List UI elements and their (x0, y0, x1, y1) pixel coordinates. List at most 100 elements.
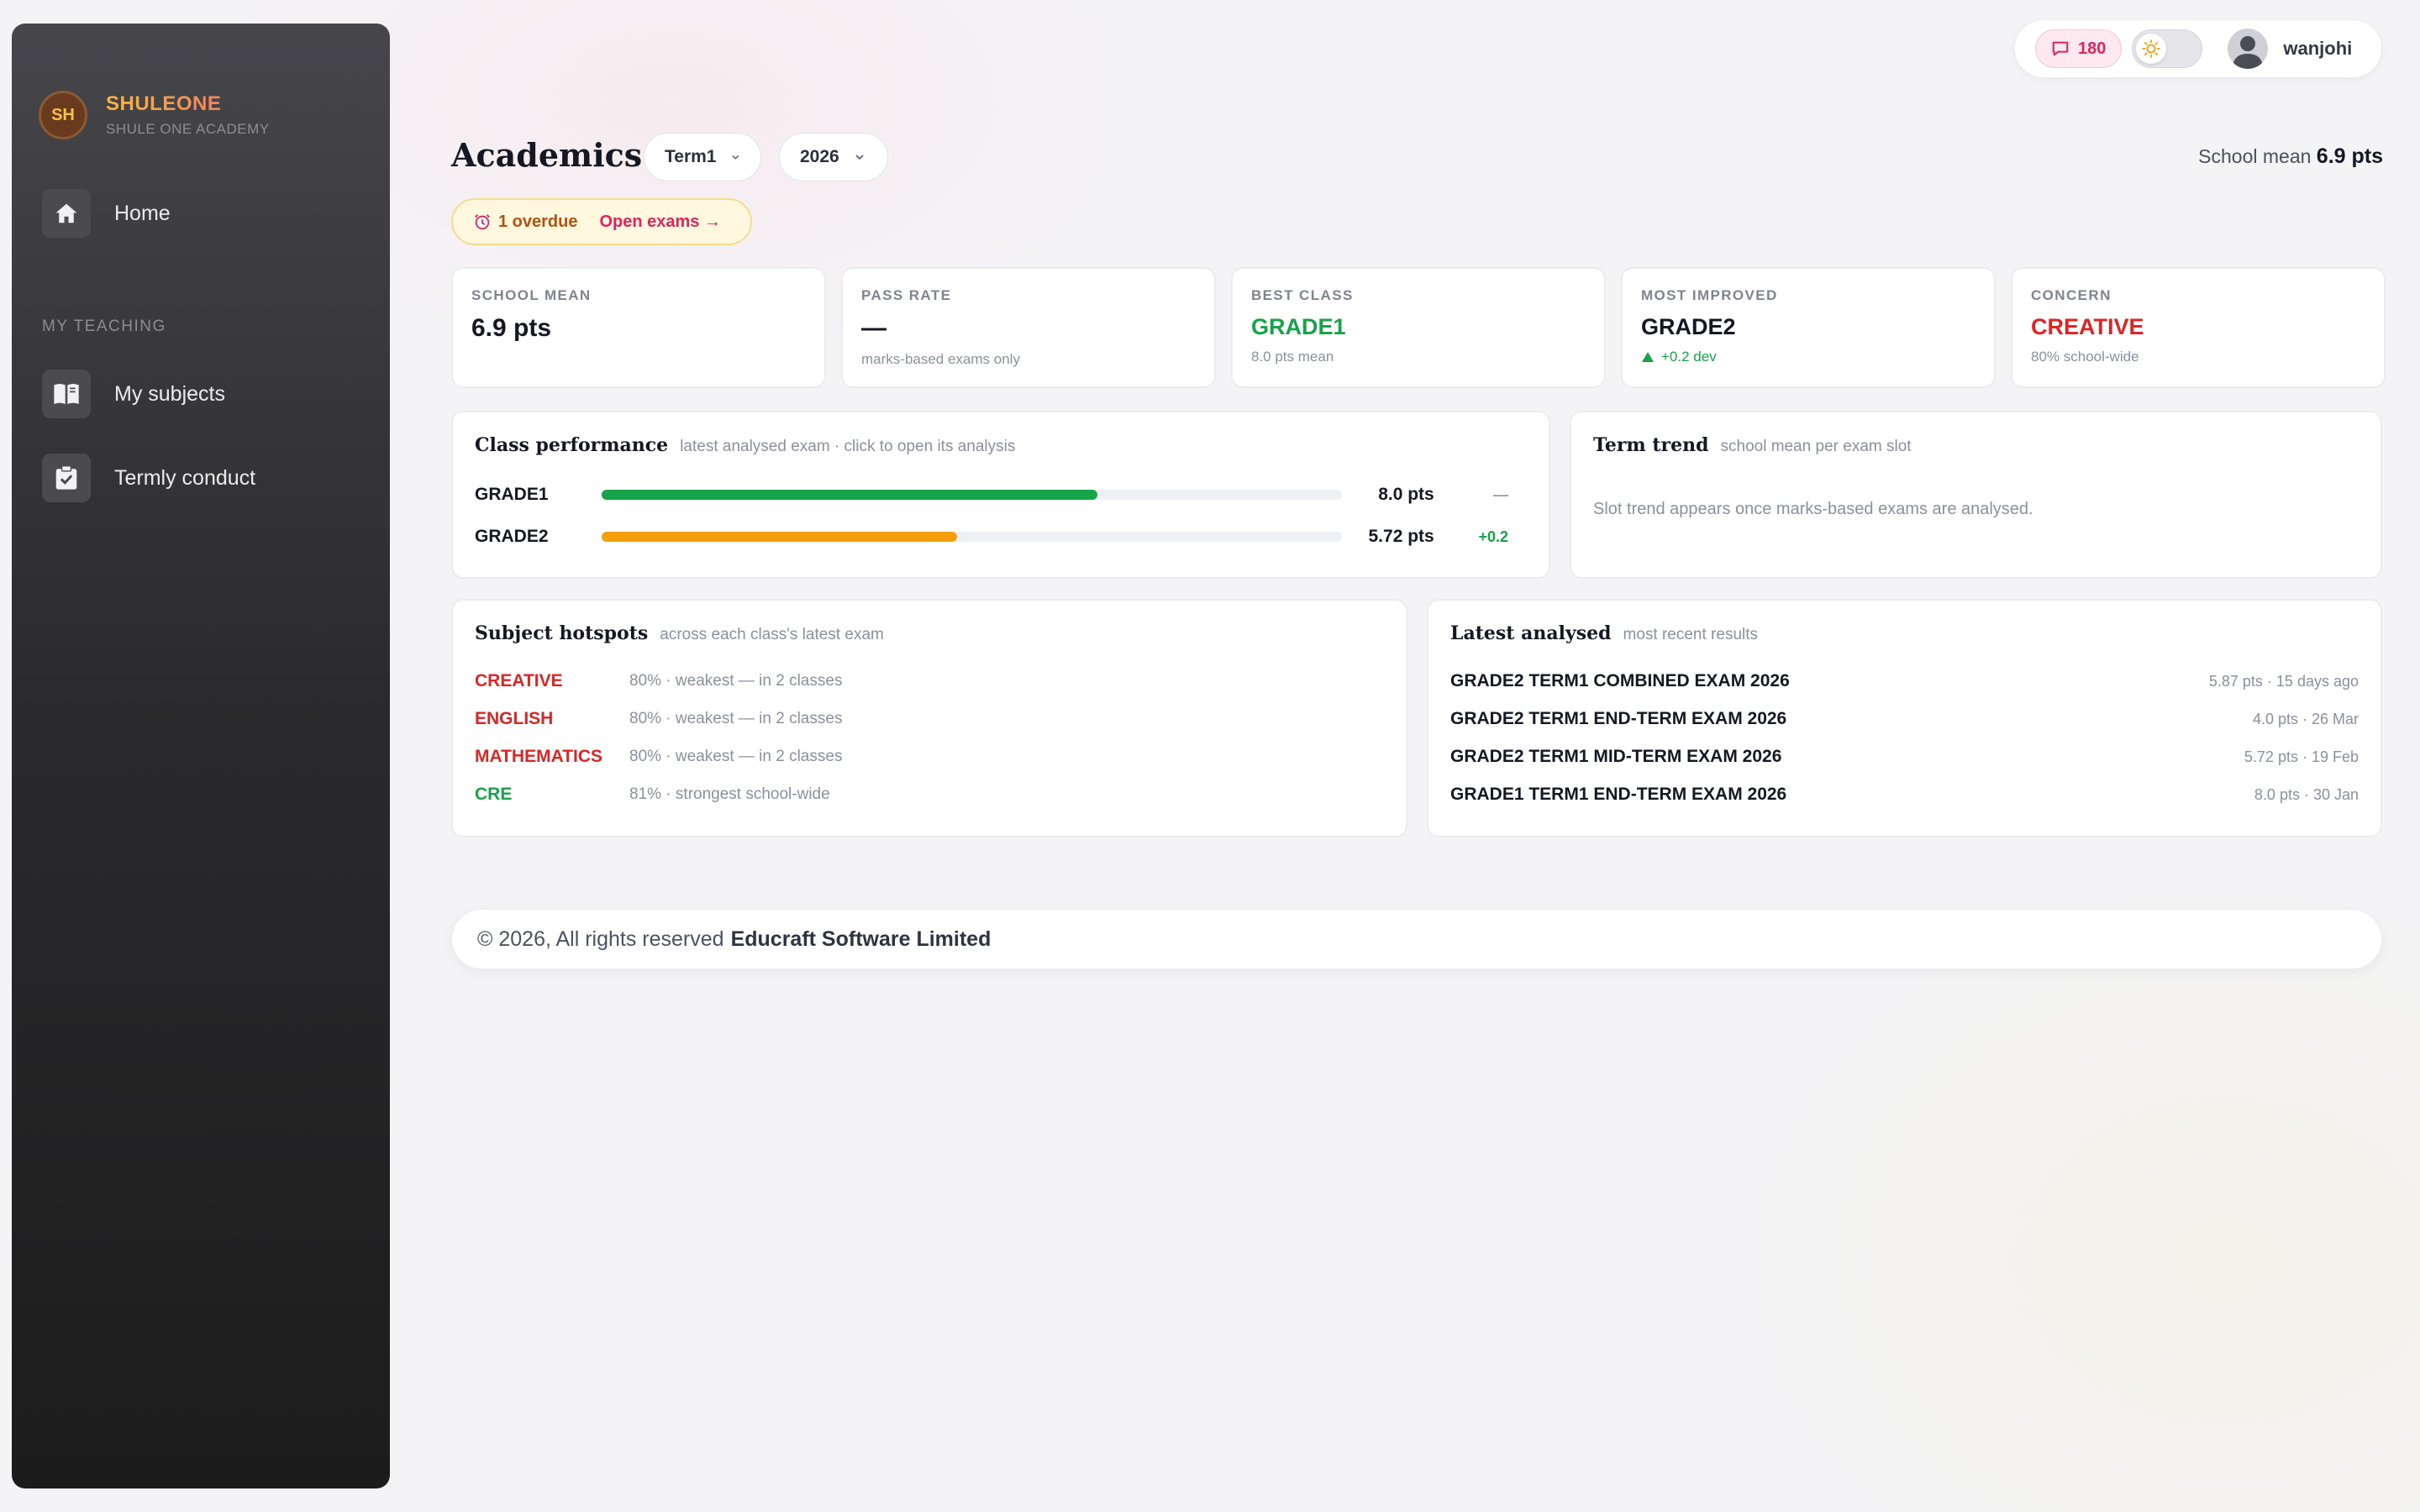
term-select-value: Term1 (665, 147, 717, 166)
hotspot-desc: 80% · weakest — in 2 classes (629, 710, 843, 727)
stat-card-school-mean: SCHOOL MEAN 6.9 pts (451, 267, 826, 388)
home-icon (42, 189, 91, 238)
stat-sub: 80% school-wide (2031, 349, 2139, 365)
exam-name: GRADE2 TERM1 COMBINED EXAM 2026 (1450, 671, 1790, 690)
year-select[interactable]: 2026 (779, 133, 888, 181)
sun-icon (2136, 34, 2167, 64)
hotspot-subject: CRE (475, 785, 513, 804)
brand-logo: SH (39, 91, 87, 139)
class-pts: 5.72 pts (1368, 527, 1434, 546)
hotspot-row[interactable]: CRE 81% · strongest school-wide (475, 785, 830, 805)
school-mean-value: 6.9 pts (2316, 144, 2383, 168)
class-row-grade2[interactable]: GRADE2 5.72 pts +0.2 (475, 527, 1508, 547)
term-trend-panel: Term trend school mean per exam slot Slo… (1570, 411, 2382, 579)
stat-sub: marks-based exams only (861, 351, 1020, 367)
hotspot-row[interactable]: ENGLISH 80% · weakest — in 2 classes (475, 709, 842, 729)
hotspot-subject: CREATIVE (475, 671, 563, 690)
user-name[interactable]: wanjohi (2283, 38, 2353, 59)
alarm-clock-icon (475, 214, 490, 230)
panel-title: Class performance (475, 434, 669, 456)
overdue-count: 1 overdue (498, 212, 578, 231)
clipboard-check-icon (42, 454, 91, 502)
progress-track (602, 490, 1342, 500)
open-exams-link[interactable]: Open exams → (599, 212, 721, 231)
panel-title: Term trend (1593, 434, 1709, 456)
latest-analysed-panel: Latest analysed most recent results GRAD… (1427, 599, 2382, 837)
stat-value: GRADE1 (1251, 314, 1346, 339)
hotspot-subject: ENGLISH (475, 709, 554, 728)
stat-sub: 8.0 pts mean (1251, 349, 1334, 365)
stat-value: GRADE2 (1641, 314, 1736, 339)
exam-name: GRADE2 TERM1 MID-TERM EXAM 2026 (1450, 747, 1782, 766)
avatar[interactable] (2228, 29, 2269, 69)
sidebar-item-label: Termly conduct (114, 465, 256, 490)
stat-card-most-improved: MOST IMPROVED GRADE2 +0.2 dev (1621, 267, 1996, 388)
panel-subtitle: school mean per exam slot (1720, 438, 1912, 455)
exam-meta: 8.0 pts · 30 Jan (2254, 785, 2359, 803)
class-row-grade1[interactable]: GRADE1 8.0 pts — (475, 485, 1508, 505)
year-select-value: 2026 (800, 147, 839, 166)
page-title: Academics (451, 136, 643, 174)
class-name: GRADE1 (475, 485, 549, 504)
triangle-up-icon (1642, 352, 1654, 362)
stat-sub: +0.2 dev (1661, 349, 1717, 365)
class-name: GRADE2 (475, 527, 549, 546)
panel-title: Subject hotspots (475, 622, 649, 644)
theme-toggle[interactable] (2132, 29, 2203, 68)
stat-sub-improvement: +0.2 dev (1641, 349, 1975, 365)
stat-label: BEST CLASS (1251, 287, 1354, 303)
term-trend-empty: Slot trend appears once marks-based exam… (1593, 500, 2033, 518)
progress-fill (602, 490, 1098, 500)
footer-company[interactable]: Educraft Software Limited (730, 927, 992, 951)
footer-copyright: © 2026, All rights reserved (477, 927, 724, 951)
messages-button[interactable]: 180 (2035, 29, 2123, 68)
chevron-down-icon (732, 155, 739, 160)
latest-row[interactable]: GRADE2 TERM1 COMBINED EXAM 2026 5.87 pts… (1450, 671, 2359, 691)
stat-value: — (861, 314, 886, 342)
stat-label: PASS RATE (861, 287, 952, 303)
class-performance-panel: Class performance latest analysed exam ·… (451, 411, 1550, 579)
exam-name: GRADE1 TERM1 END-TERM EXAM 2026 (1450, 785, 1787, 804)
latest-row[interactable]: GRADE2 TERM1 MID-TERM EXAM 2026 5.72 pts… (1450, 747, 2359, 767)
progress-fill (602, 532, 957, 542)
progress-track (602, 532, 1342, 542)
hotspot-desc: 80% · weakest — in 2 classes (629, 672, 843, 690)
sidebar-item-home[interactable]: Home (42, 189, 171, 238)
hotspot-desc: 81% · strongest school-wide (629, 785, 830, 803)
term-select[interactable]: Term1 (644, 133, 761, 181)
brand[interactable]: SH SHULEONE SHULE ONE ACADEMY (39, 91, 270, 139)
overdue-alert: 1 overdue Open exams → (451, 198, 752, 245)
brand-name: SHULEONE (106, 92, 270, 116)
footer: © 2026, All rights reserved Educraft Sof… (451, 909, 2382, 969)
topbar: 180 wanjohi (2015, 20, 2381, 77)
class-dev: — (1493, 486, 1508, 503)
hotspot-row[interactable]: CREATIVE 80% · weakest — in 2 classes (475, 671, 842, 691)
hotspot-subject: MATHEMATICS (475, 747, 603, 766)
exam-meta: 5.87 pts · 15 days ago (2208, 672, 2359, 690)
brand-subtitle: SHULE ONE ACADEMY (106, 121, 270, 137)
subject-hotspots-panel: Subject hotspots across each class's lat… (451, 599, 1407, 837)
stat-card-concern: CONCERN CREATIVE 80% school-wide (2011, 267, 2386, 388)
stat-label: SCHOOL MEAN (471, 287, 592, 303)
stat-value: 6.9 pts (471, 314, 552, 342)
exam-meta: 5.72 pts · 19 Feb (2244, 748, 2359, 765)
exam-name: GRADE2 TERM1 END-TERM EXAM 2026 (1450, 709, 1787, 728)
panel-title: Latest analysed (1450, 622, 1612, 644)
school-mean-summary: School mean 6.9 pts (2198, 144, 2383, 169)
sidebar-item-label: My subjects (114, 381, 225, 406)
stat-card-best-class: BEST CLASS GRADE1 8.0 pts mean (1231, 267, 1606, 388)
sidebar-section-label: MY TEACHING (42, 318, 166, 335)
messages-count: 180 (2078, 39, 2107, 58)
sidebar-item-my-subjects[interactable]: My subjects (42, 370, 225, 418)
latest-row[interactable]: GRADE1 TERM1 END-TERM EXAM 2026 8.0 pts … (1450, 785, 2359, 805)
chat-icon (2052, 41, 2069, 56)
school-mean-label: School mean (2198, 145, 2312, 167)
hotspot-row[interactable]: MATHEMATICS 80% · weakest — in 2 classes (475, 747, 842, 767)
hotspot-desc: 80% · weakest — in 2 classes (629, 748, 843, 765)
class-dev: +0.2 (1478, 528, 1508, 545)
book-icon (42, 370, 91, 418)
latest-row[interactable]: GRADE2 TERM1 END-TERM EXAM 2026 4.0 pts … (1450, 709, 2359, 729)
stat-card-pass-rate: PASS RATE — marks-based exams only (841, 267, 1216, 388)
sidebar-item-termly-conduct[interactable]: Termly conduct (42, 454, 255, 502)
stat-label: MOST IMPROVED (1641, 287, 1778, 303)
